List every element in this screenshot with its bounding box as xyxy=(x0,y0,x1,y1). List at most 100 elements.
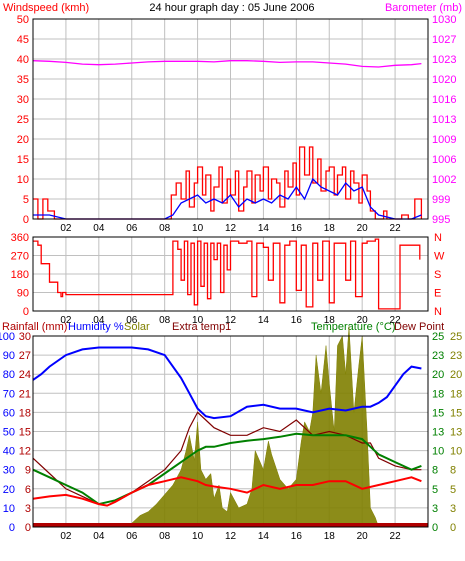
multi-temp-y2-tick-label: 20 xyxy=(432,369,444,381)
rainfall-label: Rainfall (mm) xyxy=(2,321,67,333)
direction-y2-tick-label: N xyxy=(434,306,442,318)
multi-temp2-y2-tick-label: 8 xyxy=(450,465,456,477)
solar-label: Solar xyxy=(124,321,150,333)
direction-y2-tick-label: N xyxy=(434,232,442,244)
wind-y2-tick-label: 1002 xyxy=(432,174,456,186)
humidity-label: Humidity % xyxy=(68,321,124,333)
wind-y-tick-label: 35 xyxy=(17,74,29,86)
multi-x-tick-label: 08 xyxy=(159,531,171,542)
wind-x-tick-label: 12 xyxy=(225,223,237,234)
wind-x-tick-label: 16 xyxy=(291,223,303,234)
multi-humidity-y-tick-label: 20 xyxy=(3,484,15,496)
multi-temp2-y2-tick-label: 25 xyxy=(450,331,462,343)
multi-humidity-y-tick-label: 50 xyxy=(3,427,15,439)
wind-y-tick-label: 50 xyxy=(17,14,29,26)
multi-temp-y2-tick-label: 5 xyxy=(432,484,438,496)
multi-x-tick-label: 22 xyxy=(390,531,402,542)
multi-humidity-y-tick-label: 10 xyxy=(3,503,15,515)
multi-temp-y2-tick-label: 15 xyxy=(432,407,444,419)
direction-x-tick-label: 20 xyxy=(357,315,369,326)
wind-x-tick-label: 04 xyxy=(93,223,105,234)
multi-temp-y2-tick-label: 3 xyxy=(432,503,438,515)
wind-y-tick-label: 5 xyxy=(23,194,29,206)
direction-y2-tick-label: W xyxy=(434,251,445,263)
direction-x-tick-label: 10 xyxy=(192,315,204,326)
direction-x-tick-label: 08 xyxy=(159,315,171,326)
direction-y2-tick-label: S xyxy=(434,269,441,281)
direction-y-tick-label: 90 xyxy=(17,288,29,300)
windspeed-series xyxy=(33,146,423,220)
multi-rainfall-y-tick-label: 27 xyxy=(19,350,31,362)
direction-x-tick-label: 04 xyxy=(93,315,105,326)
multi-humidity-y-tick-label: 40 xyxy=(3,446,15,458)
wind-x-tick-label: 10 xyxy=(192,223,204,234)
multi-temp2-y2-tick-label: 10 xyxy=(450,446,462,458)
multi-humidity-y-tick-label: 60 xyxy=(3,407,15,419)
multi-x-tick-label: 12 xyxy=(225,531,237,542)
barometer-label: Barometer (mb) xyxy=(385,2,462,14)
multi-temp2-y2-tick-label: 5 xyxy=(450,484,456,496)
multi-temp2-y2-tick-label: 18 xyxy=(450,388,462,400)
wind-y-tick-label: 45 xyxy=(17,34,29,46)
barometer-series xyxy=(32,60,422,68)
wind-x-tick-label: 08 xyxy=(159,223,171,234)
multi-rainfall-y-tick-label: 15 xyxy=(19,427,31,439)
rainfall-series xyxy=(33,523,428,527)
multi-humidity-y-tick-label: 70 xyxy=(3,388,15,400)
direction-y-tick-label: 180 xyxy=(11,269,29,281)
windspeed-label: Windspeed (kmh) xyxy=(3,2,89,14)
multi-rainfall-y-tick-label: 18 xyxy=(19,407,31,419)
humidity-series xyxy=(32,346,422,420)
wind-y-tick-label: 10 xyxy=(17,174,29,186)
multi-frame xyxy=(32,335,429,528)
page-title: 24 hour graph day : 05 June 2006 xyxy=(149,2,314,14)
multi-x-tick-label: 16 xyxy=(291,531,303,542)
wind-x-tick-label: 02 xyxy=(60,223,72,234)
multi-x-tick-label: 06 xyxy=(126,531,138,542)
wind-x-tick-label: 18 xyxy=(324,223,336,234)
direction-y-tick-label: 0 xyxy=(23,306,29,318)
direction-x-tick-label: 14 xyxy=(258,315,270,326)
wind-y2-tick-label: 995 xyxy=(432,214,450,226)
direction-y-tick-label: 360 xyxy=(11,232,29,244)
multi-temp2-y2-tick-label: 0 xyxy=(450,522,456,534)
wind-x-tick-label: 14 xyxy=(258,223,270,234)
multi-x-tick-label: 02 xyxy=(60,531,72,542)
multi-rainfall-y-tick-label: 30 xyxy=(19,331,31,343)
direction-x-tick-label: 06 xyxy=(126,315,138,326)
multi-rainfall-y-tick-label: 9 xyxy=(25,465,31,477)
wind-y2-tick-label: 1027 xyxy=(432,34,456,46)
wind-x-tick-label: 06 xyxy=(126,223,138,234)
solar-series xyxy=(33,326,428,528)
multi-humidity-y-tick-label: 80 xyxy=(3,369,15,381)
wind-frame xyxy=(32,18,429,220)
multi-temp-y2-tick-label: 18 xyxy=(432,388,444,400)
wind-y-tick-label: 30 xyxy=(17,94,29,106)
direction-x-tick-label: 12 xyxy=(225,315,237,326)
direction-x-tick-label: 16 xyxy=(291,315,303,326)
direction-y2-tick-label: E xyxy=(434,288,441,300)
multi-x-tick-label: 10 xyxy=(192,531,204,542)
multi-rainfall-y-tick-label: 6 xyxy=(25,484,31,496)
direction-x-tick-label: 22 xyxy=(390,315,402,326)
direction-y-tick-label: 270 xyxy=(11,251,29,263)
direction-x-tick-label: 18 xyxy=(324,315,336,326)
multi-temp2-y2-tick-label: 3 xyxy=(450,503,456,515)
multi-temp-y2-tick-label: 0 xyxy=(432,522,438,534)
multi-panel: 0102030405060708090100036912151821242730… xyxy=(0,326,462,542)
wind-y2-tick-label: 1016 xyxy=(432,94,456,106)
wind-y-tick-label: 15 xyxy=(17,154,29,166)
multi-humidity-y-tick-label: 100 xyxy=(0,331,15,343)
extra-temp-label: Extra temp1 xyxy=(172,321,231,333)
multi-x-tick-label: 20 xyxy=(357,531,369,542)
wind-y-tick-label: 0 xyxy=(23,214,29,226)
multi-rainfall-y-tick-label: 0 xyxy=(25,522,31,534)
multi-temp2-y2-tick-label: 13 xyxy=(450,427,462,439)
multi-x-tick-label: 18 xyxy=(324,531,336,542)
wind-y2-tick-label: 1006 xyxy=(432,154,456,166)
multi-temp2-y2-tick-label: 15 xyxy=(450,407,462,419)
multi-rainfall-y-tick-label: 21 xyxy=(19,388,31,400)
wind-y2-tick-label: 1009 xyxy=(432,134,456,146)
multi-rainfall-y-tick-label: 24 xyxy=(19,369,31,381)
wind-y2-tick-label: 1030 xyxy=(432,14,456,26)
